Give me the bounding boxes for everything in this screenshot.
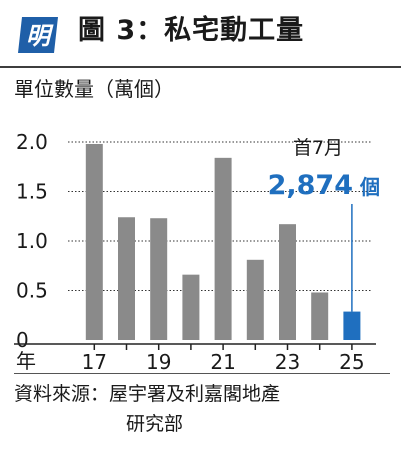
x-tick-label: 25 [339, 350, 364, 370]
ming-pao-logo: 明 [18, 17, 58, 53]
bar [85, 143, 103, 340]
logo-shape [18, 17, 58, 53]
source-line-1: 資料來源：屋宇署及利嘉閣地產 [14, 383, 281, 405]
annotation-period-label: 首7月 [293, 137, 343, 159]
y-tick-label: 0.5 [16, 279, 48, 303]
logo-glyph: 明 [26, 22, 54, 50]
source-line-2: 研究部 [126, 413, 184, 435]
bar-highlight [343, 311, 361, 340]
header: 明 圖 3：私宅動工量 [0, 0, 401, 66]
x-tick-label: 17 [82, 350, 107, 370]
annotation-unit: 個 [359, 175, 380, 199]
x-axis-label: 年 [16, 349, 36, 370]
x-tick-label: 23 [275, 350, 300, 370]
chart-title: 圖 3：私宅動工量 [78, 15, 305, 46]
y-tick-label: 1.0 [16, 229, 48, 253]
bar [279, 224, 296, 340]
bar [246, 259, 264, 340]
bar [311, 292, 329, 340]
y-tick-label: 2.0 [16, 130, 48, 154]
x-tick-label: 19 [146, 350, 171, 370]
bar [118, 217, 135, 340]
source-divider [14, 373, 390, 374]
x-tick-label: 21 [210, 350, 235, 370]
annotation-value: 2,874 [268, 170, 353, 201]
y-tick-label: 1.5 [16, 180, 48, 204]
y-tick-label: 0 [16, 328, 29, 352]
y-axis-unit-label: 單位數量（萬個） [14, 77, 174, 101]
bar-chart: 0 0.5 1.0 1.5 2.0 年 17 19 21 23 25 首7月 2,874 個 [14, 130, 380, 370]
header-divider [0, 66, 401, 68]
bar [150, 218, 168, 340]
source-note: 資料來源：屋宇署及利嘉閣地產 研究部 [14, 379, 394, 439]
bar [182, 274, 200, 340]
bar [214, 157, 232, 340]
